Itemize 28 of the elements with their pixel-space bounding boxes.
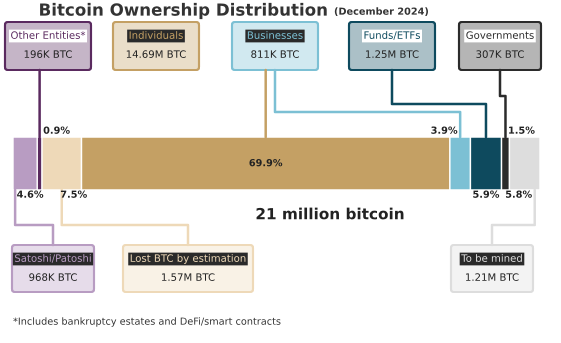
text: Businesses xyxy=(248,31,303,39)
text: Satoshi/Patoshi xyxy=(15,254,91,263)
data-label: 4.6% xyxy=(17,190,44,198)
text: 1.25M BTC xyxy=(366,50,419,58)
chart-subtitle: (December 2024) xyxy=(334,7,428,16)
text: Other Entities* xyxy=(11,31,86,39)
text: 21 million bitcoin xyxy=(256,208,404,220)
text: Lost BTC by estimation xyxy=(130,254,246,264)
data-label: 0.9% xyxy=(44,126,70,134)
text: *Includes bankruptcy estates and DeFi/smart contracts xyxy=(13,317,280,327)
data-label: 7.5% xyxy=(60,190,87,198)
data-label: 1.5% xyxy=(509,126,535,134)
data-label: 5.9% xyxy=(473,190,500,198)
text: 1.57M BTC xyxy=(162,273,215,281)
text: 968K BTC xyxy=(29,273,77,281)
text: Governments xyxy=(466,31,534,39)
text: 1.21M BTC xyxy=(466,273,519,281)
chart-title: Bitcoin Ownership Distribution xyxy=(40,2,327,20)
text: Funds/ETFs xyxy=(364,31,420,40)
data-label: 69.9% xyxy=(249,158,282,166)
text: Individuals xyxy=(130,31,183,39)
text: 14.69M BTC xyxy=(126,50,186,58)
data-label: 5.8% xyxy=(506,190,532,198)
text: 307K BTC xyxy=(476,50,524,58)
data-label: 3.9% xyxy=(431,126,458,134)
text: 811K BTC xyxy=(251,50,299,58)
text: To be mined xyxy=(461,254,522,262)
text: 196K BTC xyxy=(24,50,72,58)
